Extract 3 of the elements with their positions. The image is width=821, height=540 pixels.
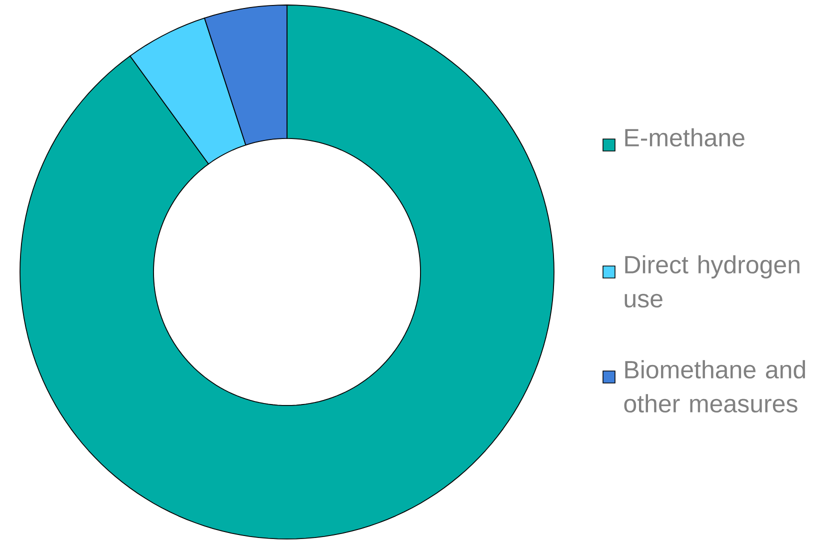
legend-label: Direct hydrogen use — [624, 255, 800, 308]
legend-label: Biomethane and other measures — [624, 360, 806, 413]
legend-label: E-methane — [625, 128, 744, 147]
